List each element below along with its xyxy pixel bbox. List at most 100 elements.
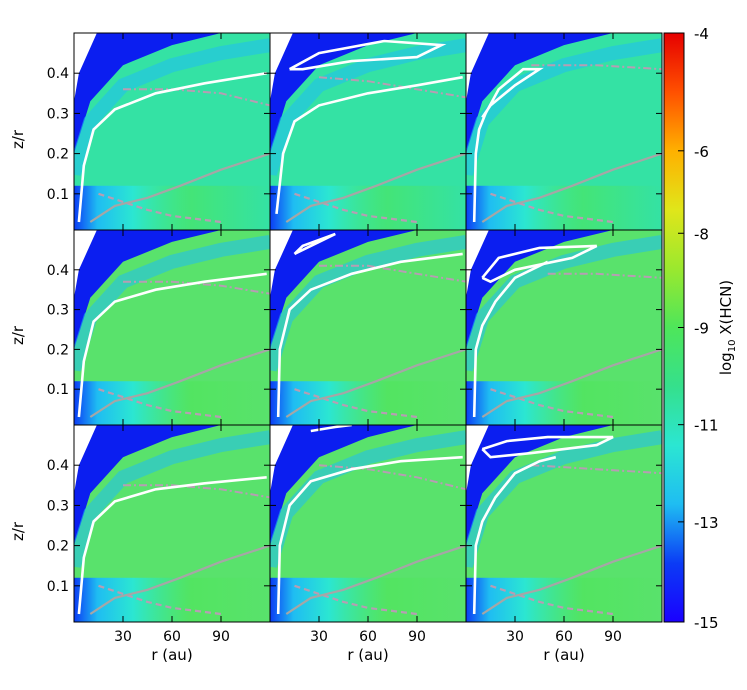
dashed-contour (98, 192, 222, 224)
colorbar-tick-label: -9 (694, 320, 709, 338)
gray-contour (285, 152, 466, 223)
x-tick-label: 30 (114, 629, 132, 645)
colorbar-tick-label: -13 (694, 514, 719, 532)
dashed-contour (294, 192, 418, 224)
empty-region (74, 230, 97, 298)
y-tick-label: 0.4 (47, 263, 69, 279)
y-tick-label: 0.2 (47, 539, 69, 555)
dashdot-contour (531, 64, 662, 71)
colorbar-tick-label: -6 (694, 143, 709, 161)
transition-band (466, 234, 662, 372)
y-tick-label: 0.1 (47, 382, 69, 398)
x-tick-label: 90 (604, 629, 622, 645)
empty-region (74, 33, 97, 102)
panel-1-0 (73, 229, 271, 426)
panel-2-0 (73, 424, 271, 623)
panel-0-2 (465, 32, 663, 231)
midplane-region (74, 577, 270, 622)
y-tick-label: 0.2 (47, 342, 69, 358)
dashed-contour (490, 388, 614, 419)
dashed-contour (294, 388, 418, 419)
x-tick-label: 90 (212, 629, 230, 645)
empty-region (270, 33, 293, 102)
y-tick-label: 0.1 (47, 579, 69, 595)
dashed-contour (294, 584, 418, 616)
white-contour (77, 71, 267, 223)
gray-contour (285, 348, 466, 418)
empty-region (74, 425, 97, 494)
transition-band (270, 234, 466, 372)
x-tick-label: 30 (310, 629, 328, 645)
panel-0-1 (269, 32, 467, 231)
y-tick-label: 0.2 (47, 147, 69, 163)
panel-1-1 (269, 229, 467, 426)
white-contour (276, 455, 463, 615)
dashed-contour (98, 584, 222, 616)
white-contour-loop (481, 244, 598, 284)
colorbar-label: log10 X(HCN) (717, 280, 738, 375)
y-tick-label: 0.3 (47, 498, 69, 514)
dashdot-contour (531, 464, 662, 475)
transition-band (270, 430, 466, 568)
white-contour (275, 75, 463, 215)
gray-contour (89, 152, 270, 223)
x-tick-label: 60 (163, 629, 181, 645)
midplane-region (74, 381, 270, 425)
transition-band (270, 38, 466, 176)
x-tick-label: 60 (359, 629, 377, 645)
midplane-region (74, 185, 270, 230)
y-tick-label: 0.4 (47, 66, 69, 82)
y-axis-label: z/r (9, 521, 27, 541)
empty-region (466, 425, 489, 494)
empty-region (466, 230, 489, 298)
empty-region (466, 33, 489, 102)
y-axis-label: z/r (9, 129, 27, 149)
dashdot-contour (319, 264, 466, 283)
midplane-region (270, 185, 466, 230)
dashdot-contour (123, 88, 270, 107)
y-tick-label: 0.3 (47, 303, 69, 319)
dashed-contour (490, 192, 614, 224)
empty-region (270, 230, 293, 298)
colorbar-tick-label: -8 (694, 225, 709, 243)
transition-band (466, 430, 662, 568)
y-tick-label: 0.4 (47, 458, 69, 474)
colorbar-tick-label: -4 (694, 25, 709, 43)
x-axis-label: r (au) (347, 646, 388, 664)
x-axis-label: r (au) (151, 646, 192, 664)
transition-band (74, 38, 270, 176)
colorbar: -4 -6 -8 -9 -11 -13 -15 log10 X(HCN) (663, 25, 738, 632)
panel-2-1 (269, 424, 467, 623)
white-contour (276, 252, 463, 418)
gray-contour (89, 544, 270, 615)
dashdot-contour (318, 464, 466, 491)
midplane-region (270, 381, 466, 425)
gray-contour (481, 544, 662, 615)
gray-contour (89, 348, 270, 418)
midplane-region (466, 381, 662, 425)
dashdot-contour (547, 272, 662, 279)
x-tick-label: 30 (506, 629, 524, 645)
dashed-contour (98, 388, 222, 419)
midplane-region (270, 577, 466, 622)
axes: 0.1 0.2 0.3 0.4 z/r 0.1 0.2 0.3 0.4 z/r 0.1 0.2 0.3 0… (9, 66, 622, 664)
colorbar-tick-label: -15 (694, 614, 719, 632)
y-tick-label: 0.1 (47, 187, 69, 203)
panel-2-2 (465, 424, 663, 623)
gray-contour (285, 544, 466, 615)
white-contour (472, 67, 544, 223)
y-tick-label: 0.3 (47, 106, 69, 122)
dashed-contour (490, 584, 614, 616)
y-axis-label: z/r (9, 325, 27, 345)
white-contour-loop (288, 39, 447, 71)
gray-contour (481, 348, 662, 418)
x-tick-label: 60 (555, 629, 573, 645)
colorbar-tick-label: -11 (694, 417, 719, 435)
x-tick-label: 90 (408, 629, 426, 645)
panel-1-2 (465, 229, 663, 426)
dashdot-contour (318, 76, 466, 99)
midplane-region (466, 577, 662, 622)
empty-region (270, 425, 293, 494)
white-contour (77, 272, 267, 418)
